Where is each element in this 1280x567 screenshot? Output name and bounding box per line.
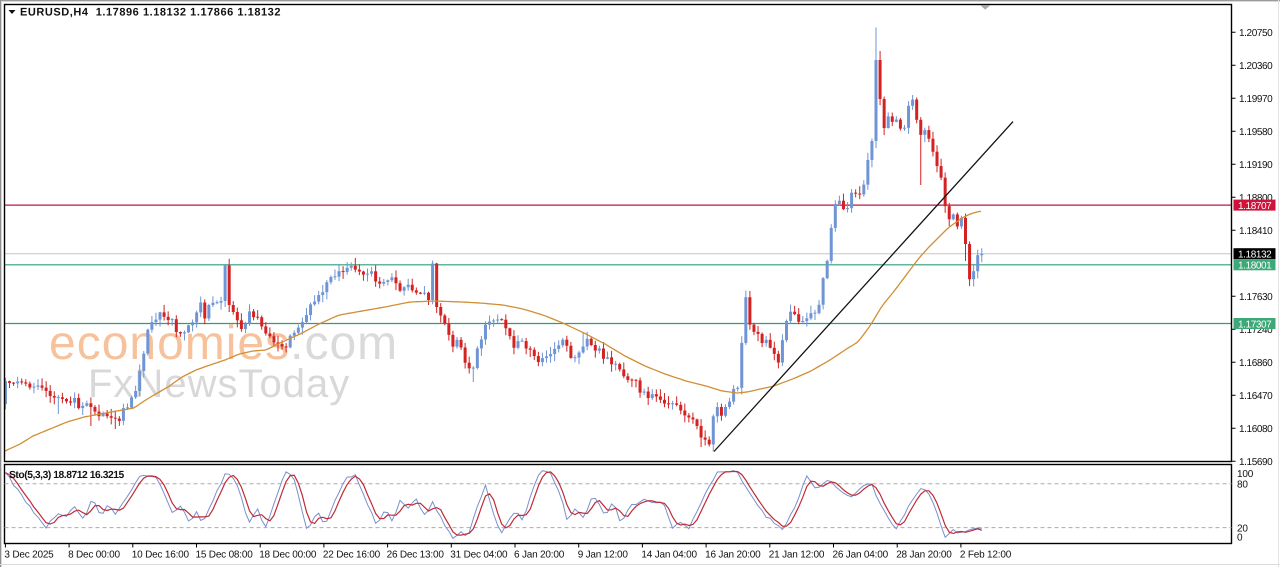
svg-text:3 Dec 2025: 3 Dec 2025 bbox=[4, 550, 54, 561]
svg-text:100: 100 bbox=[1237, 469, 1254, 480]
svg-text:1.16080: 1.16080 bbox=[1239, 424, 1273, 435]
svg-text:1.15690: 1.15690 bbox=[1239, 457, 1273, 468]
svg-text:EURUSD,H4 1.17896 1.18132 1.1: EURUSD,H4 1.17896 1.18132 1.17866 1.1813… bbox=[20, 7, 281, 19]
svg-text:18 Dec 00:00: 18 Dec 00:00 bbox=[259, 550, 317, 561]
svg-text:80: 80 bbox=[1237, 480, 1248, 491]
svg-text:1.16860: 1.16860 bbox=[1239, 358, 1273, 369]
svg-text:21 Jan 12:00: 21 Jan 12:00 bbox=[769, 550, 825, 561]
svg-text:31 Dec 04:00: 31 Dec 04:00 bbox=[450, 550, 508, 561]
svg-text:1.18800: 1.18800 bbox=[1239, 193, 1273, 204]
svg-text:1.18132: 1.18132 bbox=[1238, 250, 1272, 261]
svg-text:8 Dec 00:00: 8 Dec 00:00 bbox=[68, 550, 120, 561]
svg-text:1.17240: 1.17240 bbox=[1239, 325, 1273, 336]
svg-text:FxNewsToday: FxNewsToday bbox=[88, 362, 350, 406]
svg-text:9 Jan 12:00: 9 Jan 12:00 bbox=[578, 550, 629, 561]
svg-text:1.17630: 1.17630 bbox=[1239, 292, 1273, 303]
svg-text:0: 0 bbox=[1237, 533, 1243, 544]
svg-text:1.18410: 1.18410 bbox=[1239, 226, 1273, 237]
svg-text:20: 20 bbox=[1237, 523, 1248, 534]
svg-text:1.19580: 1.19580 bbox=[1239, 127, 1273, 138]
svg-text:26 Jan 04:00: 26 Jan 04:00 bbox=[833, 550, 889, 561]
svg-text:16 Jan 20:00: 16 Jan 20:00 bbox=[705, 550, 761, 561]
svg-text:1.19190: 1.19190 bbox=[1239, 160, 1273, 171]
svg-text:1.19970: 1.19970 bbox=[1239, 94, 1273, 105]
svg-text:2 Feb 12:00: 2 Feb 12:00 bbox=[960, 550, 1012, 561]
svg-text:1.16470: 1.16470 bbox=[1239, 391, 1273, 402]
svg-text:Sto(5,3,3) 18.8712 16.3215: Sto(5,3,3) 18.8712 16.3215 bbox=[9, 470, 125, 481]
svg-text:15 Dec 08:00: 15 Dec 08:00 bbox=[196, 550, 254, 561]
svg-text:6 Jan 20:00: 6 Jan 20:00 bbox=[514, 550, 565, 561]
svg-text:1.17307: 1.17307 bbox=[1238, 319, 1272, 330]
svg-text:1.20750: 1.20750 bbox=[1239, 28, 1273, 39]
svg-text:28 Jan 20:00: 28 Jan 20:00 bbox=[896, 550, 952, 561]
svg-text:1.20360: 1.20360 bbox=[1239, 61, 1273, 72]
svg-text:1.18707: 1.18707 bbox=[1238, 201, 1272, 212]
svg-text:14 Jan 04:00: 14 Jan 04:00 bbox=[641, 550, 697, 561]
svg-text:1.18001: 1.18001 bbox=[1238, 261, 1272, 272]
svg-text:22 Dec 16:00: 22 Dec 16:00 bbox=[323, 550, 381, 561]
svg-text:10 Dec 16:00: 10 Dec 16:00 bbox=[132, 550, 190, 561]
svg-text:26 Dec 13:00: 26 Dec 13:00 bbox=[387, 550, 445, 561]
